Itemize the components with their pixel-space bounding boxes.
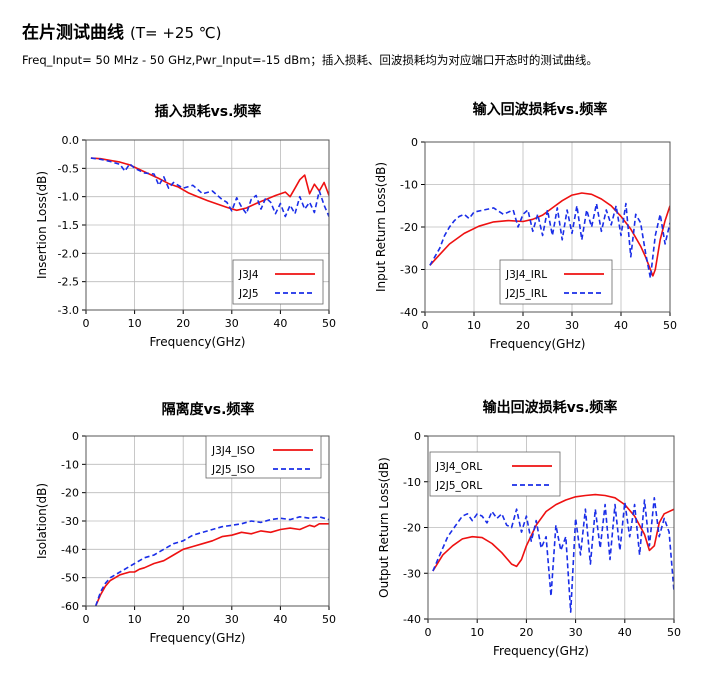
- y-tick-label: -10: [61, 458, 79, 471]
- x-tick-label: 50: [322, 613, 336, 626]
- y-tick-label: -1.0: [58, 191, 79, 204]
- legend-box: [499, 259, 613, 305]
- legend-label: J3J4_ORL: [435, 461, 482, 473]
- x-tick-label: 40: [618, 626, 632, 639]
- y-tick-label: -40: [61, 543, 79, 556]
- x-tick-label: 0: [425, 626, 432, 639]
- chart-title: 隔离度vs.频率: [162, 401, 255, 418]
- series-line-j2j5-iso: [94, 516, 329, 606]
- y-tick-label: -20: [403, 522, 421, 535]
- chart-title: 输出回波损耗vs.频率: [483, 399, 618, 416]
- x-tick-label: 30: [225, 317, 239, 330]
- y-tick-label: -10: [400, 179, 418, 192]
- y-axis-label: Output Return Loss(dB): [377, 457, 391, 598]
- x-tick-label: 20: [516, 319, 530, 332]
- legend-label: J2J5_IRL: [505, 288, 547, 300]
- y-tick-label: -0.5: [58, 162, 79, 175]
- x-tick-label: 20: [176, 317, 190, 330]
- series-group: [90, 157, 329, 218]
- legend-label: J3J4: [238, 269, 259, 281]
- y-tick-label: -1.5: [58, 219, 79, 232]
- plot-frame: [427, 435, 675, 620]
- x-tick-label: 0: [83, 317, 90, 330]
- plot-frame: [424, 141, 671, 313]
- isolation-chart: 隔离度vs.频率 0 10 20 30 40 50 0 -10 -20 -30 -40 -50 -60 Fr…: [35, 401, 336, 645]
- series-line-j2j5: [90, 157, 329, 218]
- y-tick-label: -10: [403, 476, 421, 489]
- chart-title: 插入损耗vs.频率: [155, 103, 262, 120]
- x-tick-label: 50: [322, 317, 336, 330]
- output-return-loss-chart: 输出回波损耗vs.频率 0 10 20 30 40 50 0 -10 -20 -30 -40 Frequ…: [377, 399, 681, 658]
- x-axis-label: Frequency(GHz): [493, 644, 589, 658]
- series-group: [94, 516, 329, 606]
- y-tick-label: -20: [61, 487, 79, 500]
- page-title: 在片测试曲线 (T= +25 ℃): [22, 18, 221, 43]
- x-tick-label: 50: [667, 626, 681, 639]
- x-axis-label: Frequency(GHz): [150, 335, 246, 349]
- chart-title: 输入回波损耗vs.频率: [473, 101, 608, 118]
- series-line-j2j5-irl: [429, 202, 670, 279]
- temperature-condition: (T= +25 ℃): [130, 24, 222, 42]
- y-tick-label: -50: [61, 572, 79, 585]
- input-return-loss-chart: 输入回波损耗vs.频率 0 10 20 30 40 50 0 -10 -20 -30 -40 Frequ…: [374, 101, 677, 351]
- legend-label: J3J4_IRL: [505, 269, 547, 281]
- y-axis-label: Isolation(dB): [35, 483, 49, 559]
- x-tick-label: 10: [467, 319, 481, 332]
- x-tick-label: 20: [519, 626, 533, 639]
- legend-box: [429, 451, 561, 497]
- x-tick-label: 30: [565, 319, 579, 332]
- legend-box: [205, 435, 322, 479]
- y-tick-label: -30: [403, 567, 421, 580]
- y-tick-label: 0: [411, 136, 418, 149]
- legend-label: J3J4_ISO: [211, 445, 255, 457]
- y-tick-label: -20: [400, 221, 418, 234]
- y-tick-label: 0: [414, 430, 421, 443]
- y-axis-label: Insertion Loss(dB): [35, 171, 49, 279]
- y-tick-label: 0.0: [62, 134, 80, 147]
- x-axis-label: Frequency(GHz): [490, 337, 586, 351]
- y-tick-label: -40: [400, 306, 418, 319]
- y-tick-label: -40: [403, 613, 421, 626]
- x-tick-label: 10: [128, 317, 142, 330]
- y-tick-label: -2.0: [58, 247, 79, 260]
- series-line-j3j4-iso: [94, 523, 329, 606]
- y-tick-label: -60: [61, 600, 79, 613]
- x-tick-label: 10: [470, 626, 484, 639]
- page-title-text: 在片测试曲线: [22, 23, 124, 43]
- plot-frame: [85, 139, 330, 311]
- x-tick-label: 0: [422, 319, 429, 332]
- x-tick-label: 40: [273, 317, 287, 330]
- x-tick-label: 40: [273, 613, 287, 626]
- test-conditions: Freq_Input= 50 MHz - 50 GHz,Pwr_Input=-1…: [22, 53, 598, 67]
- x-tick-label: 30: [225, 613, 239, 626]
- series-group: [432, 493, 674, 613]
- x-axis-label: Frequency(GHz): [150, 631, 246, 645]
- y-tick-label: 0: [72, 430, 79, 443]
- y-tick-label: -30: [61, 515, 79, 528]
- y-tick-label: -30: [400, 264, 418, 277]
- legend-box: [232, 259, 324, 305]
- legend-label: J2J5_ISO: [211, 464, 255, 476]
- series-group: [429, 192, 670, 279]
- y-tick-label: -3.0: [58, 304, 79, 317]
- x-tick-label: 10: [128, 613, 142, 626]
- x-tick-label: 30: [569, 626, 583, 639]
- legend-label: J2J5_ORL: [435, 480, 482, 492]
- y-tick-label: -2.5: [58, 276, 79, 289]
- x-tick-label: 0: [83, 613, 90, 626]
- series-line-j3j4: [90, 157, 329, 212]
- x-tick-label: 20: [176, 613, 190, 626]
- series-line-j2j5-orl: [432, 497, 674, 613]
- x-tick-label: 50: [663, 319, 677, 332]
- y-axis-label: Input Return Loss(dB): [374, 162, 388, 292]
- legend-label: J2J5: [238, 288, 259, 300]
- series-line-j3j4-irl: [429, 192, 670, 277]
- x-tick-label: 40: [614, 319, 628, 332]
- series-line-j3j4-orl: [432, 493, 674, 572]
- insertion-loss-chart: 插入损耗vs.频率 0 10 20 30 40 50 0.0 -0.5 -1.0 -1.5 -2.0 -…: [35, 103, 336, 349]
